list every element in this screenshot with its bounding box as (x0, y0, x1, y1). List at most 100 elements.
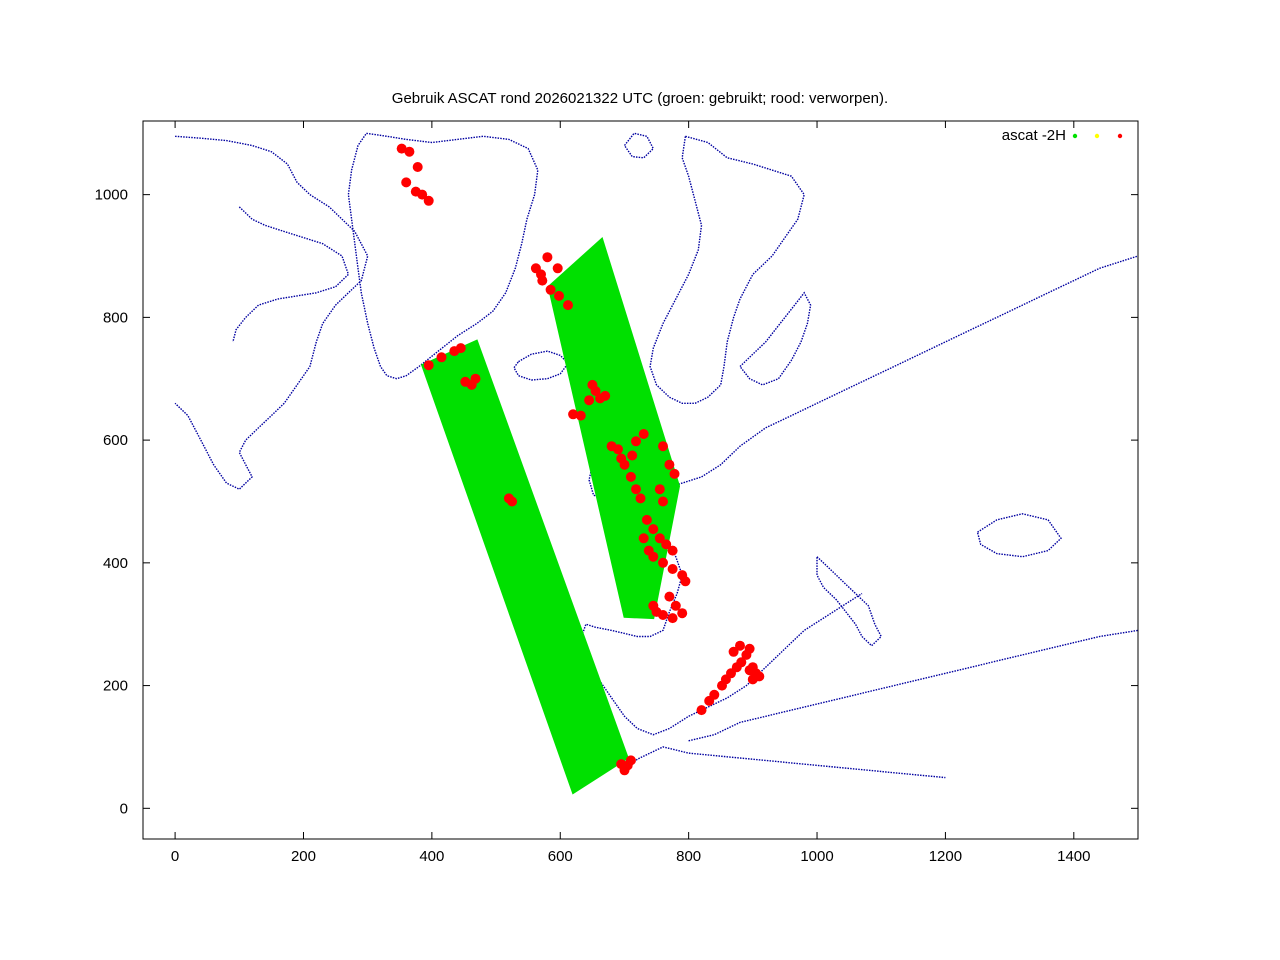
rejected-point-south-tip-2 (625, 755, 636, 766)
rejected-point-biscay-2 (677, 608, 688, 619)
rejected-point-scotland-3 (627, 450, 638, 461)
rejected-point-spain-med-10 (735, 640, 745, 651)
rejected-point-faroe-3 (587, 379, 598, 390)
rejected-point-faroe-5 (575, 410, 586, 421)
y-tick-label-3: 600 (103, 432, 128, 449)
rejected-point-swath-north-4 (563, 300, 573, 311)
coastline-baffin (232, 206, 350, 343)
y-tick-label-5: 1000 (95, 187, 128, 204)
coastline-italy (816, 556, 883, 647)
rejected-point-west-swath-edge-1 (507, 496, 518, 507)
rejected-point-swath-north-5 (554, 290, 564, 301)
rejected-point-biscay-1 (670, 600, 681, 611)
legend-mark-flagged (1094, 133, 1100, 139)
rejected-point-ireland-uk-0 (625, 471, 636, 482)
coastline-mediterranean (688, 629, 1139, 742)
rejected-point-spain-med-14 (744, 665, 755, 676)
rejected-point-spain-med-9 (744, 643, 755, 654)
rejected-point-scotland-7 (664, 459, 675, 470)
y-tick-label-1: 200 (103, 678, 128, 695)
rejected-point-ireland-uk-6 (661, 539, 672, 550)
rejected-point-channel-2 (648, 551, 659, 562)
coastline-baltic (739, 291, 812, 386)
y-tick-label-2: 400 (103, 555, 128, 572)
rejected-point-greenland-east-2 (412, 162, 423, 172)
rejected-point-spain-med-7 (736, 657, 747, 668)
rejected-point-biscay-3 (667, 613, 678, 624)
rejected-point-ireland-uk-3 (641, 514, 652, 525)
rejected-point-iceland-edge-1 (436, 352, 447, 363)
rejected-point-scotland-8 (669, 468, 680, 479)
rejected-point-scotland-4 (631, 436, 641, 447)
rejected-point-swath-north-7 (536, 269, 546, 280)
coastline-greenland (347, 132, 539, 380)
rejected-point-swath-north-6 (545, 284, 556, 295)
rejected-point-swath-north-3 (552, 263, 563, 274)
x-tick-label-7: 1400 (1057, 848, 1090, 865)
rejected-point-faroe-2 (595, 393, 606, 404)
rejected-point-greenland-east-0 (396, 143, 407, 154)
coastline-france-iberia (578, 537, 863, 736)
x-tick-label-5: 1000 (800, 848, 833, 865)
x-tick-label-6: 1200 (929, 848, 962, 865)
rejected-point-ireland-uk-8 (658, 496, 668, 507)
swath-layer (420, 237, 681, 795)
rejected-point-greenland-east-3 (401, 177, 412, 188)
rejected-point-spain-med-11 (728, 646, 739, 657)
rejected-point-greenland-east-6 (417, 189, 428, 200)
rejected-point-ireland-uk-9 (654, 484, 665, 495)
legend-mark-rejected (1117, 133, 1123, 139)
legend-mark-used (1072, 133, 1078, 139)
rejected-point-channel-0 (638, 533, 649, 544)
legend: ascat -2H (1002, 127, 1123, 144)
coastline-canada-arctic (174, 135, 369, 491)
rejected-point-ireland-uk-2 (635, 493, 646, 504)
rejected-point-channel-4 (667, 564, 678, 574)
rejected-point-scotland-5 (638, 429, 649, 439)
coastline-iceland (513, 350, 569, 381)
x-tick-label-4: 800 (676, 848, 701, 865)
rejected-point-scotland-2 (619, 459, 630, 470)
x-tick-label-2: 400 (419, 848, 444, 865)
rejected-point-scotland-9 (613, 444, 623, 455)
rejected-point-ireland-uk-7 (667, 545, 678, 556)
rejected-point-spain-med-2 (709, 689, 720, 700)
chart-title: Gebruik ASCAT rond 2026021322 UTC (groen… (392, 90, 888, 107)
y-axis: 0 200 400 600 800 1000 (95, 187, 1138, 817)
x-tick-label-0: 0 (171, 848, 179, 865)
rejected-point-ireland-uk-1 (631, 484, 641, 495)
rejected-point-spain-med-0 (696, 705, 707, 716)
rejected-point-ireland-uk-4 (648, 524, 659, 535)
rejected-point-biscay-6 (648, 600, 659, 611)
coastline-north-africa (624, 746, 946, 779)
y-tick-label-0: 0 (120, 800, 128, 817)
rejected-point-iceland-edge-6 (466, 379, 477, 390)
coastline-scandinavia (649, 135, 805, 404)
x-tick-label-1: 200 (291, 848, 316, 865)
rejected-point-spain-med-16 (747, 674, 758, 685)
rejected-point-swath-north-0 (542, 252, 553, 263)
rejected-point-faroe-4 (584, 395, 595, 406)
rejected-point-faroe-6 (568, 409, 579, 420)
rejected-point-scotland-6 (658, 441, 668, 452)
rejected-point-biscay-0 (664, 591, 675, 602)
legend-marks (1072, 133, 1123, 139)
rejected-layer (396, 143, 765, 776)
y-tick-label-4: 800 (103, 309, 128, 326)
x-axis: 0 200 400 600 800 1000 1200 1400 (171, 121, 1090, 865)
coastline-layer (174, 132, 1139, 779)
rejected-point-channel-6 (680, 576, 691, 587)
rejected-point-greenland-east-5 (423, 195, 434, 206)
plot-frame (142, 120, 1139, 840)
rejected-point-greenland-east-1 (404, 146, 415, 157)
coastline-svalbard (623, 132, 655, 159)
coastline-continent (662, 255, 1139, 490)
rejected-point-south-tip-3 (616, 759, 627, 770)
rejected-point-ireland-uk-5 (654, 533, 665, 544)
x-tick-label-3: 600 (548, 848, 573, 865)
rejected-point-iceland-edge-3 (455, 343, 466, 354)
coastline-black-sea (976, 513, 1062, 558)
legend-title: ascat -2H (1002, 127, 1066, 144)
rejected-point-channel-3 (658, 557, 668, 568)
